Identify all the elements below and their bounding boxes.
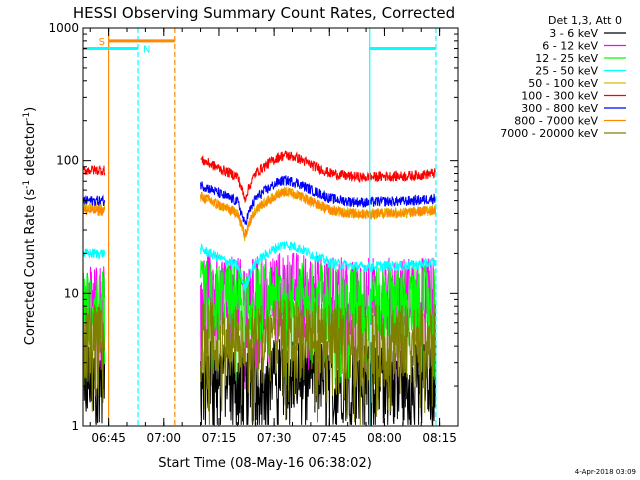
series-trace	[82, 205, 106, 216]
series-800-7000kev	[82, 186, 437, 238]
series-trace	[82, 343, 106, 425]
legend-title: Det 1,3, Att 0	[548, 14, 622, 27]
y-tick-label: 1000	[48, 21, 79, 35]
x-tick-label: 07:30	[257, 431, 292, 445]
legend-label: 6 - 12 keV	[542, 40, 598, 53]
annotation-label-n: N	[143, 45, 150, 56]
x-tick-label: 07:00	[146, 431, 181, 445]
series-trace	[200, 175, 437, 226]
series-trace	[200, 299, 437, 425]
plot-frame	[82, 27, 459, 427]
legend-label: 7000 - 20000 keV	[500, 127, 598, 140]
series-100-300kev	[82, 150, 437, 203]
series-trace	[200, 187, 437, 242]
plot-content: SN	[82, 28, 437, 426]
x-axis-label: Start Time (08-May-16 06:38:02)	[158, 456, 372, 471]
y-axis-label: Corrected Count Rate (s-1 detector-1)	[22, 107, 38, 345]
legend-label: 12 - 25 keV	[535, 52, 598, 65]
legend-label: 300 - 800 keV	[521, 102, 598, 115]
x-tick-label: 07:45	[312, 431, 347, 445]
legend-label: 100 - 300 keV	[521, 90, 598, 103]
series-trace	[82, 194, 106, 207]
x-tick-label: 08:00	[367, 431, 402, 445]
x-tick-label: 08:15	[422, 431, 457, 445]
legend-label: 800 - 7000 keV	[514, 115, 598, 128]
y-tick-label: 100	[56, 154, 79, 168]
series-trace	[200, 150, 437, 203]
footer-date: 4-Apr-2018 03:09	[575, 468, 636, 476]
series-trace	[82, 304, 106, 412]
series-trace	[200, 186, 437, 238]
series-trace	[82, 164, 106, 176]
chart-title: HESSI Observing Summary Count Rates, Cor…	[73, 4, 455, 22]
legend-label: 50 - 100 keV	[528, 77, 598, 90]
x-tick-label: 07:15	[202, 431, 237, 445]
y-axis-ticks: 1 10 100 1000	[48, 21, 458, 433]
y-tick-label: 10	[64, 286, 79, 300]
series-trace	[200, 260, 437, 386]
x-axis-ticks: 06:45 07:00 07:15 07:30 07:45 08:00 08:15	[89, 28, 459, 445]
x-tick-label: 06:45	[91, 431, 126, 445]
legend-label: 25 - 50 keV	[535, 65, 598, 78]
series-7000-20000kev	[82, 299, 437, 425]
series-trace	[200, 240, 436, 292]
annotation-label-s: S	[99, 37, 105, 48]
legend-label: 3 - 6 keV	[549, 27, 598, 40]
series-300-800kev	[82, 175, 437, 226]
y-tick-label: 1	[71, 419, 79, 433]
